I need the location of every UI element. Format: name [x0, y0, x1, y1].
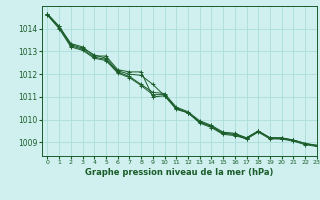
X-axis label: Graphe pression niveau de la mer (hPa): Graphe pression niveau de la mer (hPa)	[85, 168, 273, 177]
